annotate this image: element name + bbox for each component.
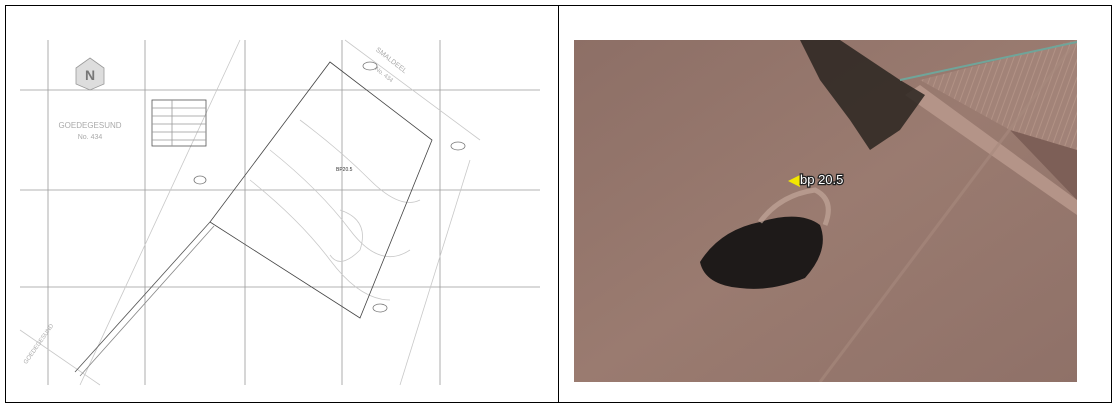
farm-number: No. 434 <box>78 134 103 141</box>
placemark-label: bp 20.5 <box>800 172 843 187</box>
survey-plan: N <box>19 39 540 386</box>
satellite-image <box>574 40 1077 382</box>
placemark-icon <box>788 175 800 187</box>
point-label: BP20.5 <box>336 167 353 173</box>
farm-label: GOEDEGESUND <box>58 121 121 130</box>
svg-text:N: N <box>85 67 95 83</box>
